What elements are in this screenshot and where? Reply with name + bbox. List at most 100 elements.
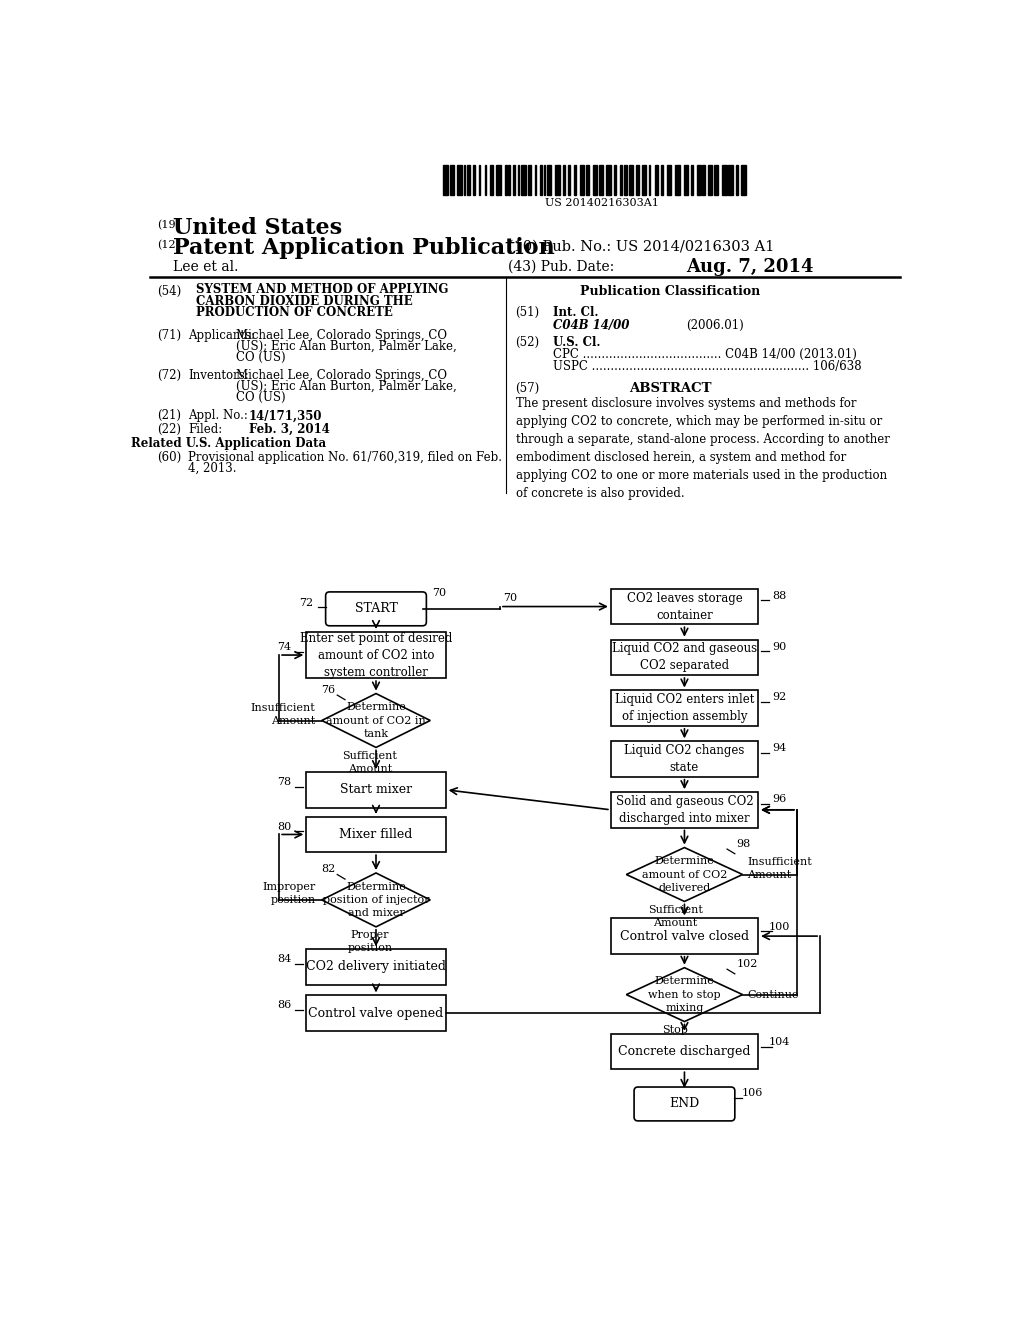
Text: US 20140216303A1: US 20140216303A1 [546,198,659,207]
Bar [540,165,542,194]
Bar [562,165,565,194]
Text: Sufficient
Amount: Sufficient Amount [648,904,702,928]
Text: Liquid CO2 changes
state: Liquid CO2 changes state [625,744,744,774]
Text: (12): (12) [158,240,180,251]
Text: Proper
position: Proper position [347,929,392,953]
Text: 4, 2013.: 4, 2013. [188,462,237,475]
Text: ABSTRACT: ABSTRACT [630,381,712,395]
Polygon shape [627,968,742,1022]
Text: Stop: Stop [663,1024,688,1035]
Text: (57): (57) [515,381,540,395]
Bar [660,165,663,194]
Text: Determine
position of injector
and mixer: Determine position of injector and mixer [323,882,429,919]
Polygon shape [322,873,430,927]
Bar [306,995,445,1031]
Text: Start mixer: Start mixer [340,783,412,796]
Bar [625,165,627,194]
Text: 72: 72 [299,598,313,607]
Text: CO2 delivery initiated: CO2 delivery initiated [306,961,446,973]
Text: CPC ..................................... C04B 14/00 (2013.01): CPC ....................................… [553,348,856,360]
FancyBboxPatch shape [634,1088,735,1121]
Text: Publication Classification: Publication Classification [581,285,761,298]
Bar [505,165,507,194]
Text: 14/171,350: 14/171,350 [249,409,323,422]
Bar [508,165,510,194]
Text: Determine
when to stop
mixing: Determine when to stop mixing [648,977,721,1012]
Bar [642,165,646,194]
Text: Control valve opened: Control valve opened [308,1007,443,1019]
Bar [614,165,616,194]
Text: 84: 84 [278,954,292,964]
Bar [654,165,658,194]
Text: CO (US): CO (US) [237,391,286,404]
Text: Liquid CO2 and gaseous
CO2 separated: Liquid CO2 and gaseous CO2 separated [612,643,757,672]
Text: Insufficient
Amount: Insufficient Amount [251,702,315,726]
Text: Improper
position: Improper position [262,882,315,906]
Text: CO2 leaves storage
container: CO2 leaves storage container [627,591,742,622]
Text: Int. Cl.: Int. Cl. [553,306,598,319]
Text: Patent Application Publication: Patent Application Publication [173,238,555,259]
Text: 70: 70 [503,593,517,603]
Text: Aug. 7, 2014: Aug. 7, 2014 [686,259,813,276]
Bar [467,165,470,194]
Bar [715,165,718,194]
Text: Liquid CO2 enters inlet
of injection assembly: Liquid CO2 enters inlet of injection ass… [614,693,754,723]
Bar [620,165,623,194]
Text: Enter set point of desired
amount of CO2 into
system controller: Enter set point of desired amount of CO2… [300,631,453,678]
Text: 102: 102 [736,958,758,969]
Bar [599,165,602,194]
Text: (US); Eric Alan Burton, Palmer Lake,: (US); Eric Alan Burton, Palmer Lake, [237,380,458,393]
Text: Michael Lee, Colorado Springs, CO: Michael Lee, Colorado Springs, CO [237,330,447,342]
Text: (71): (71) [158,330,181,342]
Text: 104: 104 [769,1038,791,1047]
Text: 80: 80 [278,822,292,832]
Text: 76: 76 [321,685,335,694]
Bar [517,165,519,194]
Bar [722,165,727,194]
Bar [708,165,712,194]
Text: (US); Eric Alan Burton, Palmer Lake,: (US); Eric Alan Burton, Palmer Lake, [237,341,458,354]
Text: U.S. Cl.: U.S. Cl. [553,335,600,348]
Text: 78: 78 [278,777,292,787]
Text: (43) Pub. Date:: (43) Pub. Date: [508,260,614,275]
Text: Solid and gaseous CO2
discharged into mixer: Solid and gaseous CO2 discharged into mi… [615,795,754,825]
Bar [611,742,758,776]
Polygon shape [322,693,430,747]
Text: 82: 82 [321,865,335,874]
Text: END: END [670,1097,699,1110]
Bar [606,165,610,194]
Bar [306,632,445,678]
Bar [473,165,475,194]
Bar [306,817,445,853]
Text: Feb. 3, 2014: Feb. 3, 2014 [249,424,330,437]
Text: The present disclosure involves systems and methods for
applying CO2 to concrete: The present disclosure involves systems … [515,397,890,500]
Bar [535,165,537,194]
Bar [611,792,758,828]
Bar [555,165,560,194]
Bar [611,589,758,624]
Text: USPC .......................................................... 106/638: USPC ...................................… [553,360,861,374]
Bar [702,165,705,194]
Bar [479,165,480,194]
Text: 90: 90 [773,642,786,652]
Text: 74: 74 [278,643,292,652]
Bar [547,165,551,194]
Text: (60): (60) [158,451,181,465]
Bar [611,1034,758,1069]
Text: Inventors:: Inventors: [188,370,249,383]
Bar [580,165,584,194]
Text: 88: 88 [773,591,786,601]
Text: Mixer filled: Mixer filled [339,828,413,841]
Bar [489,165,493,194]
Bar [684,165,687,194]
Bar [691,165,692,194]
Polygon shape [627,847,742,902]
Text: United States: United States [173,216,342,239]
Bar [586,165,590,194]
Text: CARBON DIOXIDE DURING THE: CARBON DIOXIDE DURING THE [197,296,413,309]
Bar [484,165,486,194]
Text: SYSTEM AND METHOD OF APPLYING: SYSTEM AND METHOD OF APPLYING [197,284,449,296]
Text: 100: 100 [769,921,791,932]
Bar [497,165,501,194]
Text: Michael Lee, Colorado Springs, CO: Michael Lee, Colorado Springs, CO [237,370,447,383]
